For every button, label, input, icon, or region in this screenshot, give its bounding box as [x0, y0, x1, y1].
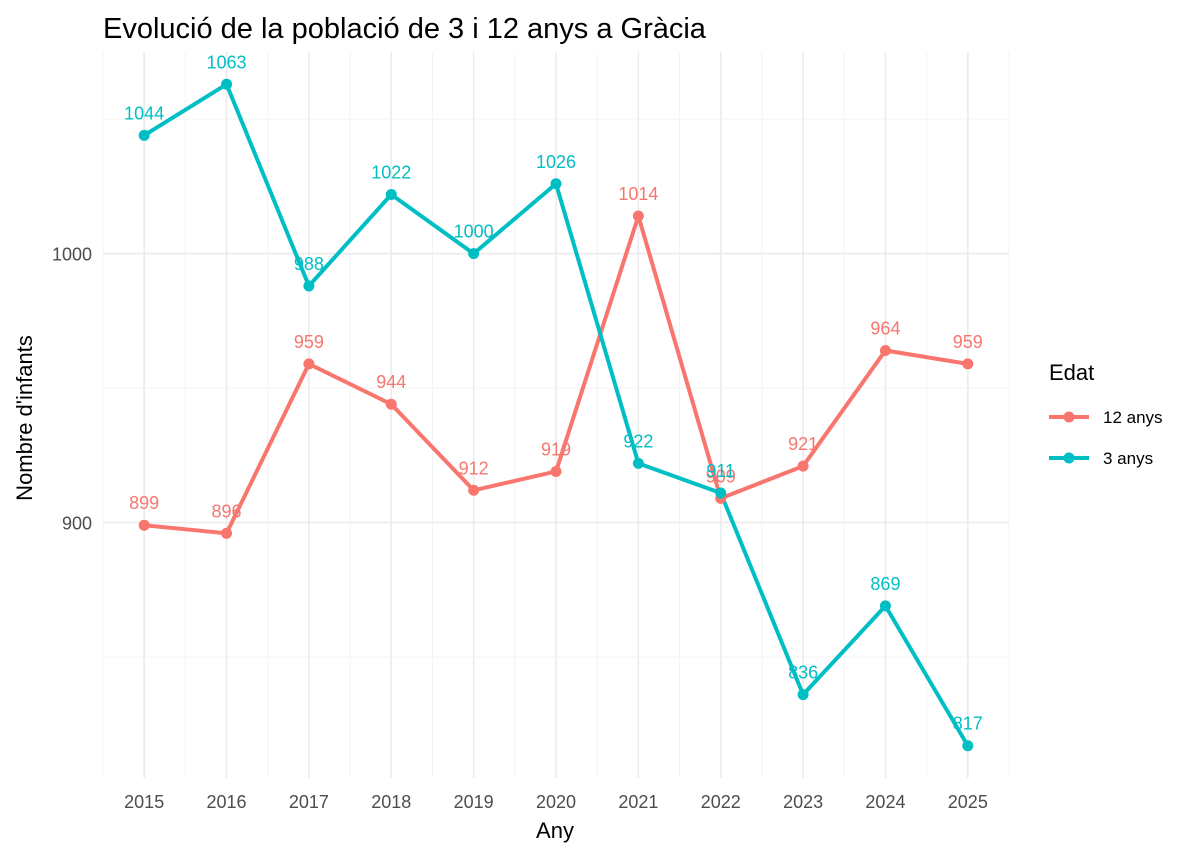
- data-label: 909: [706, 466, 736, 486]
- data-point: [468, 484, 480, 496]
- legend-label: 3 anys: [1103, 449, 1153, 468]
- data-point: [385, 398, 397, 410]
- legend-key-point: [1063, 452, 1075, 464]
- data-point: [632, 210, 644, 222]
- data-point: [632, 457, 644, 469]
- legend-title: Edat: [1049, 360, 1094, 385]
- data-label: 1000: [454, 222, 494, 242]
- x-tick-label: 2017: [289, 792, 329, 812]
- data-label: 1044: [124, 103, 164, 123]
- data-label: 919: [541, 439, 571, 459]
- data-point: [715, 487, 727, 499]
- x-tick-label: 2018: [371, 792, 411, 812]
- data-label: 912: [459, 458, 489, 478]
- data-point: [303, 280, 315, 292]
- y-tick-label: 900: [62, 514, 92, 534]
- data-label: 921: [788, 434, 818, 454]
- y-axis-ticks: 900 1000: [52, 245, 92, 534]
- data-label: 1063: [207, 52, 247, 72]
- data-point: [303, 358, 315, 370]
- y-axis-title: Nombre d'infants: [12, 335, 37, 501]
- data-labels: 899 896 959 944 912 919 1014 909 921 964 959 1044 10…: [124, 52, 983, 733]
- x-tick-label: 2025: [948, 792, 988, 812]
- data-label: 1026: [536, 152, 576, 172]
- data-point: [879, 344, 891, 356]
- data-point: [797, 689, 809, 701]
- y-tick-label: 1000: [52, 245, 92, 265]
- x-tick-label: 2024: [865, 792, 905, 812]
- data-label: 944: [376, 372, 406, 392]
- data-label: 1014: [618, 184, 658, 204]
- data-point: [138, 519, 150, 531]
- data-point: [550, 465, 562, 477]
- data-point: [385, 189, 397, 201]
- x-tick-label: 2016: [207, 792, 247, 812]
- data-point: [797, 460, 809, 472]
- series-layer: [138, 78, 974, 752]
- x-tick-label: 2023: [783, 792, 823, 812]
- data-label: 1022: [371, 163, 411, 183]
- data-label: 959: [953, 332, 983, 352]
- data-point: [550, 178, 562, 190]
- x-tick-label: 2019: [454, 792, 494, 812]
- data-point: [962, 740, 974, 752]
- data-label: 817: [953, 714, 983, 734]
- data-label: 922: [623, 431, 653, 451]
- data-label: 836: [788, 663, 818, 683]
- data-point: [879, 600, 891, 612]
- legend: Edat 12 anys 3 anys: [1049, 360, 1163, 468]
- data-label: 869: [870, 574, 900, 594]
- chart-title: Evolució de la població de 3 i 12 anys a…: [103, 13, 707, 45]
- x-axis-ticks: 2015 2016 2017 2018 2019 2020 2021 2022 2023 2024…: [124, 792, 988, 812]
- x-tick-label: 2015: [124, 792, 164, 812]
- data-point: [221, 527, 233, 539]
- data-point: [962, 358, 974, 370]
- data-label: 911: [706, 461, 735, 481]
- legend-label: 12 anys: [1103, 408, 1163, 427]
- data-label: 964: [870, 318, 900, 338]
- x-axis-title: Any: [536, 818, 574, 843]
- x-tick-label: 2020: [536, 792, 576, 812]
- data-point: [138, 129, 150, 141]
- data-label: 959: [294, 332, 324, 352]
- data-label: 896: [212, 501, 242, 521]
- x-tick-label: 2022: [701, 792, 741, 812]
- x-tick-label: 2021: [618, 792, 658, 812]
- data-label: 988: [294, 254, 324, 274]
- grid: [102, 52, 1010, 778]
- data-point: [468, 248, 480, 260]
- legend-key-point: [1063, 411, 1075, 423]
- data-label: 899: [129, 493, 159, 513]
- data-point: [221, 78, 233, 90]
